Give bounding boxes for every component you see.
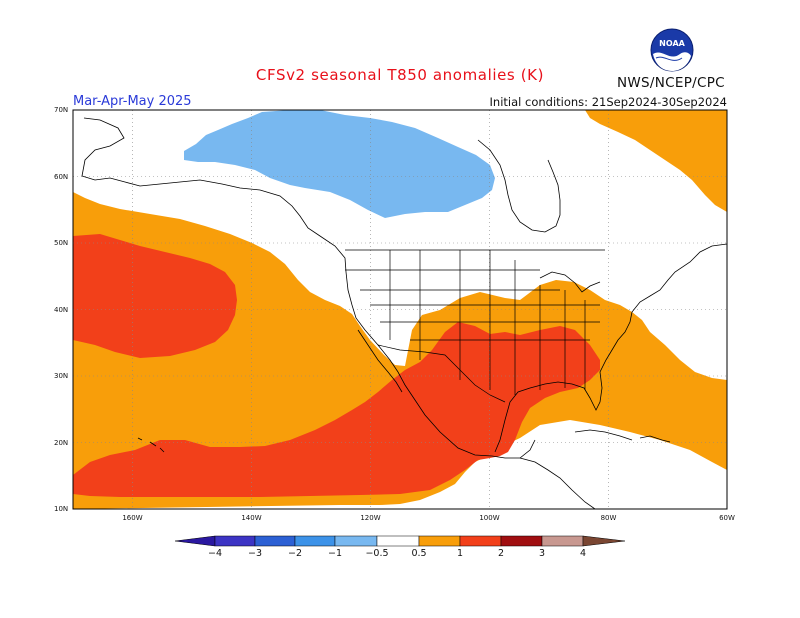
- lat-label: 70N: [54, 106, 68, 114]
- anomaly-region-greenland-warm: [585, 110, 727, 212]
- lat-label: 40N: [54, 306, 68, 314]
- colorbar-segment: [334, 535, 378, 547]
- colorbar-tick-label: −0.5: [365, 548, 388, 559]
- colorbar-segment: [500, 535, 543, 547]
- lon-label: 120W: [360, 514, 380, 522]
- lat-label: 10N: [54, 505, 68, 513]
- colorbar-segment: [214, 535, 256, 547]
- colorbar-tick-label: −3: [248, 548, 262, 559]
- coastlines: [81, 117, 727, 509]
- longitude-labels: 160W 140W 120W 100W 80W 60W: [122, 514, 735, 522]
- anomaly-fields: [73, 110, 727, 509]
- colorbar-tick-label: −1: [328, 548, 342, 559]
- forecast-period: Mar-Apr-May 2025: [73, 94, 192, 109]
- lon-label: 80W: [601, 514, 617, 522]
- anomaly-region-central-pacific-core: [73, 234, 237, 358]
- map-frame: [72, 109, 728, 510]
- initial-conditions: Initial conditions: 21Sep2024-30Sep2024: [489, 95, 727, 109]
- anomaly-region-east-pacific-warm: [73, 192, 727, 509]
- colorbar-segment: [376, 535, 420, 547]
- agency-label: NWS/NCEP/CPC: [617, 75, 725, 91]
- colorbar-segment: [418, 535, 461, 547]
- colorbar-segment: [254, 535, 296, 547]
- colorbar-tick-label: 1: [457, 548, 463, 559]
- noaa-logo: NOAA: [650, 28, 694, 72]
- lon-label: 100W: [479, 514, 499, 522]
- map-title: CFSv2 seasonal T850 anomalies (K): [255, 66, 545, 84]
- lat-label: 50N: [54, 239, 68, 247]
- political-borders: [345, 249, 605, 403]
- colorbar-segment: [294, 535, 336, 547]
- lon-label: 60W: [719, 514, 735, 522]
- colorbar-labels: −4 −3 −2 −1 −0.5 0.5 1 2 3 4: [208, 548, 586, 559]
- colorbar-tick-label: 2: [498, 548, 504, 559]
- latitude-labels: 70N 60N 50N 40N 30N 20N 10N: [54, 106, 68, 513]
- noaa-logo-text: NOAA: [659, 39, 685, 48]
- colorbar: [174, 535, 626, 547]
- lat-label: 20N: [54, 439, 68, 447]
- anomaly-region-canada-cold: [184, 110, 495, 218]
- lon-label: 140W: [241, 514, 261, 522]
- colorbar-tick-label: 3: [539, 548, 545, 559]
- colorbar-segment: [459, 535, 502, 547]
- lat-label: 30N: [54, 372, 68, 380]
- colorbar-tick-label: 4: [580, 548, 586, 559]
- colorbar-tick-label: −4: [208, 548, 222, 559]
- colorbar-segment: [541, 535, 584, 547]
- lat-label: 60N: [54, 173, 68, 181]
- colorbar-tick-label: −2: [288, 548, 302, 559]
- graticule: [73, 110, 727, 509]
- lon-label: 160W: [122, 514, 142, 522]
- colorbar-segment-lt-minus4: [174, 535, 216, 547]
- colorbar-segment-gt-4: [582, 535, 626, 547]
- anomaly-region-southern-us-core: [73, 322, 600, 497]
- colorbar-tick-label: 0.5: [411, 548, 426, 559]
